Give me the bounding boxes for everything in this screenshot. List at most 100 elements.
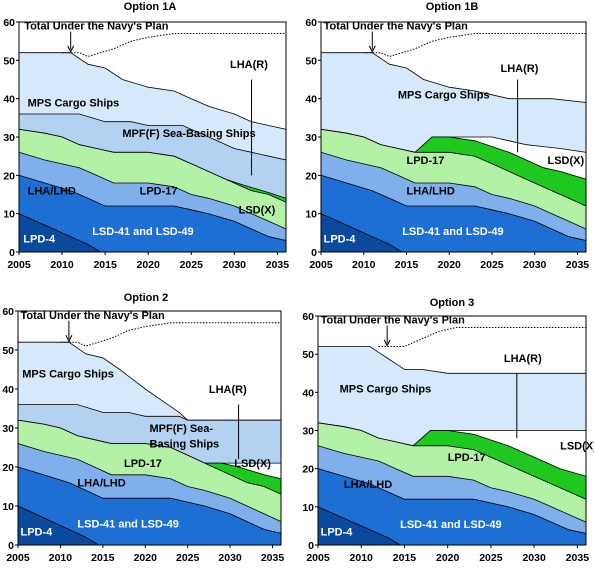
arrow-head — [383, 339, 391, 347]
label-lsd41: LSD-41 and LSD-49 — [400, 519, 501, 531]
y-tick-label: 0 — [8, 540, 14, 552]
x-tick-label: 2020 — [436, 552, 460, 564]
x-tick-label: 2030 — [522, 552, 546, 564]
y-tick-label: 30 — [305, 132, 317, 144]
y-tick-label: 20 — [2, 462, 14, 474]
navy-plan-line — [62, 33, 286, 58]
y-tick-label: 30 — [302, 426, 314, 438]
navy-plan-line — [378, 327, 586, 347]
x-tick-label: 2015 — [91, 552, 115, 564]
area-lsd-41-and-lsd-49 — [317, 468, 587, 546]
y-tick-label: 0 — [311, 247, 317, 259]
x-tick-label: 2025 — [180, 259, 204, 271]
x-tick-label: 2010 — [352, 259, 376, 271]
x-tick-label: 2010 — [350, 552, 374, 564]
x-tick-label: 2035 — [566, 552, 590, 564]
panel-title: Option 1A — [124, 1, 177, 13]
arrow-head — [65, 334, 73, 343]
y-tick-label: 30 — [3, 132, 15, 144]
y-tick-label: 60 — [302, 311, 314, 323]
y-tick-label: 10 — [2, 501, 14, 513]
label-lhalhd: LHA/LHD — [28, 186, 76, 198]
label-navy_plan: Total Under the Navy's Plan — [24, 21, 169, 33]
area-lsd-41-and-lsd-49 — [17, 466, 282, 546]
x-tick-label: 2005 — [309, 259, 333, 271]
label-lha_r: LHA(R) — [209, 384, 247, 396]
panel-title: Option 1B — [426, 1, 479, 13]
label-lsd41: LSD-41 and LSD-49 — [92, 226, 193, 238]
y-tick-label: 40 — [305, 94, 317, 106]
x-tick-label: 2035 — [266, 259, 290, 271]
panel-title: Option 2 — [124, 292, 169, 304]
area-lsd-41-and-lsd-49 — [320, 174, 587, 253]
y-tick-label: 60 — [3, 17, 15, 29]
y-tick-label: 50 — [2, 345, 14, 357]
y-tick-label: 10 — [305, 209, 317, 221]
x-tick-label: 2010 — [50, 259, 74, 271]
y-tick-label: 40 — [302, 387, 314, 399]
label-lha_r: LHA(R) — [230, 59, 268, 71]
x-tick-label: 2030 — [223, 259, 247, 271]
navy-plan-line — [363, 33, 586, 58]
label-lha_r: LHA(R) — [504, 353, 542, 365]
y-tick-label: 0 — [9, 247, 15, 259]
label-lpd17: LPD-17 — [448, 452, 486, 464]
label-lhalhd: LHA/LHD — [344, 479, 392, 491]
label-lsdx: LSD(X) — [548, 155, 585, 167]
y-tick-label: 40 — [2, 384, 14, 396]
x-tick-label: 2020 — [438, 259, 462, 271]
x-tick-label: 2025 — [479, 552, 503, 564]
x-tick-label: 2015 — [393, 552, 417, 564]
label-lpd17: LPD-17 — [124, 458, 162, 470]
label-mpf1: MPF(F) Sea- — [150, 423, 214, 435]
x-tick-label: 2030 — [523, 259, 547, 271]
label-lsdx: LSD(X) — [239, 205, 276, 217]
arrow-head — [67, 45, 75, 54]
y-tick-label: 40 — [3, 94, 15, 106]
area-lsd-41-and-lsd-49 — [18, 174, 287, 253]
label-lpd17: LPD-17 — [407, 155, 445, 167]
label-navy_plan: Total Under the Navy's Plan — [21, 310, 166, 322]
label-lhalhd: LHA/LHD — [77, 478, 125, 490]
label-lpd4: LPD-4 — [321, 527, 354, 539]
arrow-head — [368, 45, 376, 54]
y-tick-label: 50 — [305, 55, 317, 67]
label-navy_plan: Total Under the Navy's Plan — [321, 315, 466, 327]
label-mps: MPS Cargo Ships — [22, 368, 114, 380]
x-tick-label: 2015 — [395, 259, 419, 271]
label-lpd4: LPD-4 — [23, 233, 56, 245]
x-tick-label: 2015 — [93, 259, 117, 271]
y-tick-label: 30 — [2, 423, 14, 435]
label-mpf: MPF(F) Sea-Basing Ships — [122, 128, 255, 140]
x-tick-label: 2005 — [306, 552, 330, 564]
panel-title: Option 3 — [430, 297, 475, 309]
label-mps: MPS Cargo Ships — [340, 383, 432, 395]
label-mps: MPS Cargo Ships — [398, 90, 490, 102]
label-lsd41: LSD-41 and LSD-49 — [77, 519, 178, 531]
y-tick-label: 20 — [3, 170, 15, 182]
label-lhalhd: LHA/LHD — [407, 186, 455, 198]
y-tick-label: 20 — [302, 464, 314, 476]
x-tick-label: 2020 — [134, 552, 158, 564]
y-tick-label: 10 — [3, 209, 15, 221]
x-tick-label: 2025 — [176, 552, 200, 564]
label-mps: MPS Cargo Ships — [28, 97, 120, 109]
x-tick-label: 2005 — [7, 259, 31, 271]
y-tick-label: 0 — [308, 540, 314, 552]
y-tick-label: 60 — [305, 17, 317, 29]
x-tick-label: 2005 — [6, 552, 30, 564]
label-lpd4: LPD-4 — [21, 526, 54, 538]
navy-plan-line — [60, 322, 281, 347]
x-tick-label: 2035 — [566, 259, 590, 271]
label-lsdx: LSD(X) — [560, 441, 594, 453]
label-mpf2: Basing Ships — [150, 439, 220, 451]
y-tick-label: 10 — [302, 502, 314, 514]
label-lsd41: LSD-41 and LSD-49 — [402, 226, 503, 238]
y-tick-label: 60 — [2, 306, 14, 318]
x-tick-label: 2020 — [137, 259, 161, 271]
x-tick-label: 2035 — [261, 552, 285, 564]
y-tick-label: 50 — [302, 349, 314, 361]
